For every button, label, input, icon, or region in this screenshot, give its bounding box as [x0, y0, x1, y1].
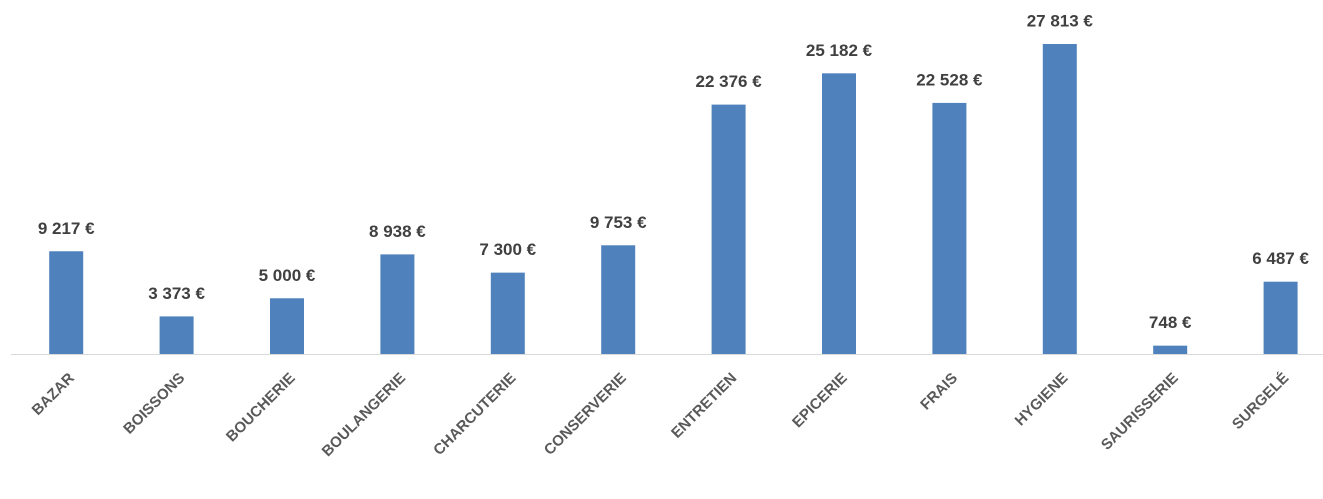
bar — [490, 272, 525, 354]
x-tick-label: BAZAR — [29, 370, 78, 419]
data-label: 25 182 € — [806, 41, 873, 60]
data-label: 22 376 € — [696, 72, 763, 91]
bar — [159, 316, 194, 354]
x-tick-label: BOISSONS — [120, 370, 188, 438]
x-tick-label: ENTRETIEN — [668, 370, 740, 442]
x-tick-label: FRAIS — [917, 370, 961, 414]
data-label: 22 528 € — [916, 70, 983, 89]
data-label: 5 000 € — [259, 266, 316, 285]
x-tick-label: HYGIENE — [1012, 370, 1072, 430]
bar — [711, 104, 746, 354]
x-tick-label: EPICERIE — [789, 370, 851, 432]
data-label: 7 300 € — [479, 240, 536, 259]
data-label: 748 € — [1149, 313, 1192, 332]
data-label: 3 373 € — [148, 284, 205, 303]
data-label: 8 938 € — [369, 222, 426, 241]
data-label: 9 753 € — [590, 213, 647, 232]
x-tick-label: BOUCHERIE — [223, 370, 299, 446]
bar — [1153, 345, 1188, 354]
bar — [49, 251, 84, 354]
x-tick-label: BOULANGERIE — [319, 370, 409, 460]
x-tick-label: SURGELÉ — [1229, 370, 1292, 433]
data-label: 6 487 € — [1252, 249, 1309, 268]
bar — [932, 102, 967, 354]
data-label: 9 217 € — [38, 219, 95, 238]
x-tick-label: SAURISSERIE — [1098, 370, 1182, 454]
data-label: 27 813 € — [1027, 11, 1094, 30]
x-tick-label: CONSERVERIE — [541, 370, 630, 459]
x-tick-label: CHARCUTERIE — [430, 370, 519, 459]
bar — [380, 254, 415, 354]
bar — [1042, 44, 1077, 354]
bar — [1263, 281, 1298, 354]
bar — [601, 245, 636, 354]
bar — [822, 73, 856, 355]
bar — [270, 298, 304, 354]
